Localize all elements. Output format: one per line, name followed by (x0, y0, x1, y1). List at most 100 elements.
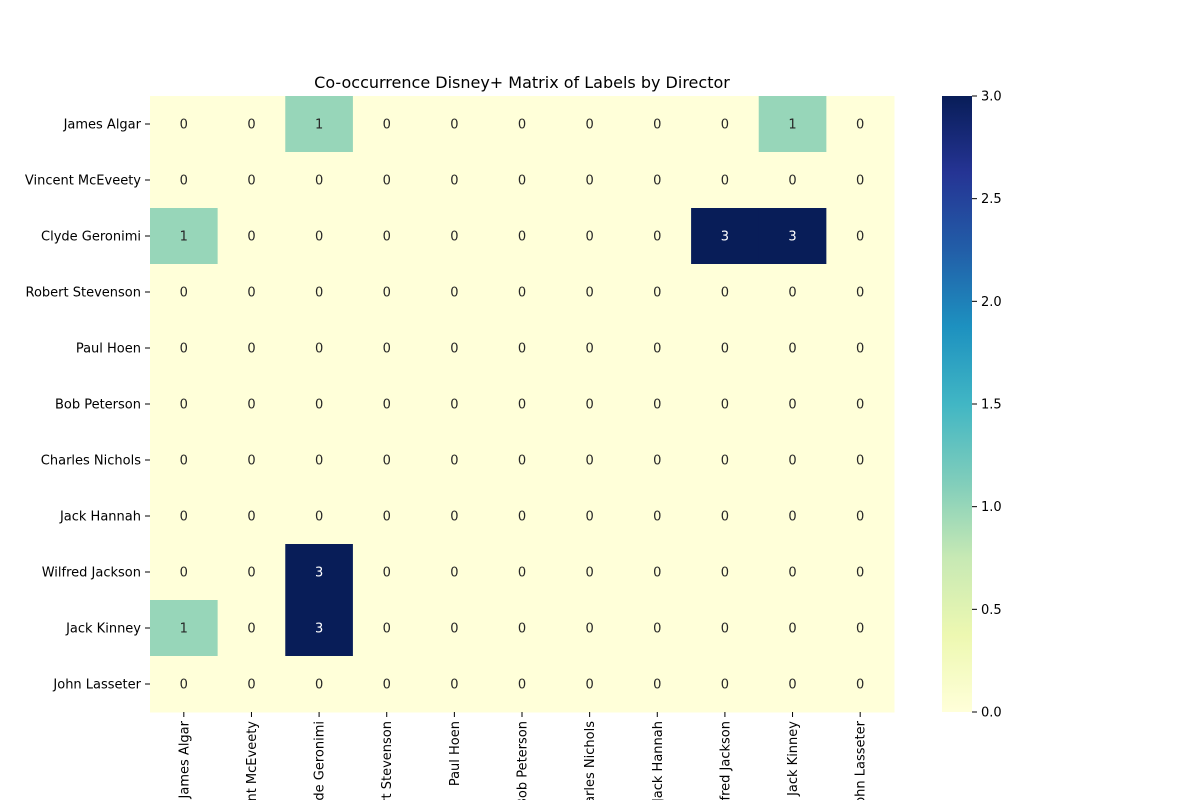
cell-value-label: 0 (247, 398, 255, 413)
cell-value-label: 0 (247, 286, 255, 301)
col-label: Bob Peterson (516, 721, 531, 800)
heatmap-cell (285, 432, 354, 489)
cell-value-label: 0 (247, 622, 255, 637)
heatmap-cell (826, 432, 895, 489)
cell-value-label: 0 (383, 286, 391, 301)
cell-value-label: 0 (180, 678, 188, 693)
heatmap-cell (217, 152, 286, 209)
heatmap-cell (285, 208, 354, 265)
heatmap-cell (352, 96, 422, 153)
cell-value-label: 0 (856, 118, 864, 133)
row-label: James Algar (63, 118, 142, 133)
heatmap-cell (623, 208, 692, 265)
cell-value-label: 0 (585, 398, 593, 413)
heatmap-cell (623, 152, 692, 209)
heatmap-cell (623, 544, 692, 601)
colorbar-tick-label: 2.5 (981, 192, 1002, 207)
cell-value-label: 0 (315, 174, 323, 189)
heatmap-cell (352, 264, 422, 321)
cell-value-label: 0 (788, 510, 796, 525)
heatmap-cell (352, 656, 422, 713)
cell-value-label: 0 (450, 622, 458, 637)
heatmap-cell (150, 432, 219, 489)
cell-value-label: 0 (247, 454, 255, 469)
cell-value-label: 0 (585, 342, 593, 357)
cell-value-label: 0 (315, 454, 323, 469)
cell-value-label: 0 (450, 118, 458, 133)
cell-value-label: 1 (180, 622, 188, 637)
heatmap-cell (420, 96, 489, 153)
cell-value-label: 0 (788, 566, 796, 581)
cell-value-label: 0 (518, 454, 526, 469)
cell-value-label: 0 (180, 174, 188, 189)
colorbar-tick-label: 0.5 (981, 603, 1002, 618)
heatmap-cell (420, 432, 489, 489)
heatmap-cells: 0 0 1 0 0 0 0 0 0 1 0 0 0 0 0 0 0 0 0 0 0 0 1 0 0 0 0 0 0 0 3 3 0 0 0 0 0 0 0 0… (150, 96, 895, 713)
cell-value-label: 0 (247, 118, 255, 133)
cell-value-label: 0 (518, 230, 526, 245)
cell-value-label: 0 (383, 454, 391, 469)
heatmap-cell (488, 656, 557, 713)
heatmap-cell (420, 320, 489, 377)
heatmap-cell (217, 488, 286, 545)
heatmap-cell (691, 544, 760, 601)
heatmap-cell (150, 96, 219, 153)
row-label: John Lasseter (52, 678, 141, 693)
heatmap-cell (420, 656, 489, 713)
heatmap-cell (150, 152, 219, 209)
heatmap-cell (826, 96, 895, 153)
heatmap-cell (285, 96, 354, 153)
cell-value-label: 0 (180, 454, 188, 469)
heatmap-cell (352, 152, 422, 209)
cell-value-label: 1 (315, 118, 323, 133)
heatmap-cell (285, 488, 354, 545)
cell-value-label: 0 (856, 286, 864, 301)
heatmap-cell (826, 656, 895, 713)
heatmap-cell (623, 432, 692, 489)
cell-value-label: 0 (450, 510, 458, 525)
colorbar-tick-label: 3.0 (981, 90, 1002, 105)
row-label: Paul Hoen (76, 342, 141, 357)
cell-value-label: 0 (653, 286, 661, 301)
row-label: Robert Stevenson (26, 286, 141, 301)
cell-value-label: 0 (450, 398, 458, 413)
col-label: John Lasseter (854, 720, 869, 800)
heatmap-cell (285, 656, 354, 713)
heatmap-cell (150, 320, 219, 377)
chart-title: Co-occurrence Disney+ Matrix of Labels b… (314, 73, 730, 92)
heatmap-cell (488, 600, 557, 657)
heatmap-cell (826, 488, 895, 545)
heatmap-cell (555, 488, 624, 545)
heatmap-cell (420, 544, 489, 601)
heatmap-cell (691, 320, 760, 377)
heatmap-cell (691, 376, 760, 433)
heatmap-cell (420, 264, 489, 321)
cell-value-label: 0 (721, 622, 729, 637)
cell-value-label: 0 (788, 454, 796, 469)
heatmap-cell (691, 432, 760, 489)
cell-value-label: 0 (383, 398, 391, 413)
heatmap-cell (691, 208, 760, 265)
cell-value-label: 0 (653, 678, 661, 693)
heatmap-cell (758, 656, 827, 713)
colorbar-ticks: 0.0 0.5 1.0 1.5 2.0 2.5 3.0 (972, 90, 1002, 721)
cell-value-label: 0 (788, 342, 796, 357)
heatmap-cell (217, 600, 286, 657)
cell-value-label: 0 (653, 118, 661, 133)
heatmap-cell (826, 376, 895, 433)
cell-value-label: 0 (180, 286, 188, 301)
cell-value-label: 0 (585, 174, 593, 189)
col-label: Wilfred Jackson (718, 721, 733, 800)
cell-value-label: 0 (585, 454, 593, 469)
cell-value-label: 0 (721, 454, 729, 469)
heatmap-cell (150, 264, 219, 321)
heatmap-cell (150, 208, 219, 265)
heatmap-cell (150, 376, 219, 433)
heatmap-cell (758, 264, 827, 321)
row-label: Wilfred Jackson (42, 566, 141, 581)
cell-value-label: 0 (585, 118, 593, 133)
row-label: Bob Peterson (55, 398, 141, 413)
cell-value-label: 0 (788, 286, 796, 301)
cell-value-label: 0 (788, 622, 796, 637)
heatmap-cell (826, 264, 895, 321)
